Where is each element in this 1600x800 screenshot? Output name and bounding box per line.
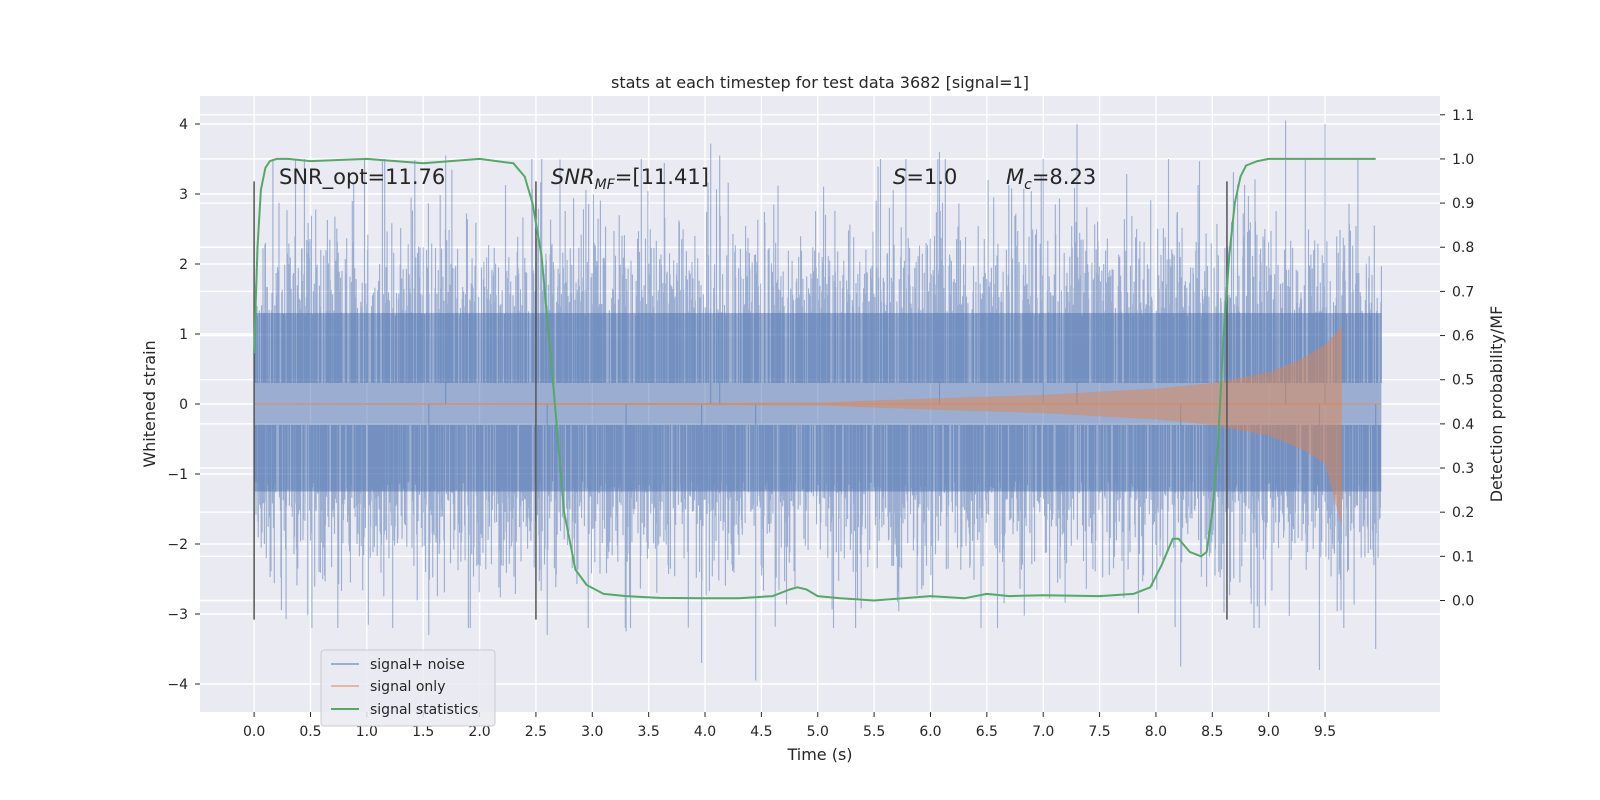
- x-tick-label: 9.5: [1314, 724, 1336, 740]
- y-right-tick-label: 0.2: [1452, 505, 1474, 521]
- y-right-tick-label: 0.8: [1452, 240, 1474, 256]
- y-right-tick-label: 0.9: [1452, 196, 1474, 212]
- x-tick-label: 6.5: [976, 724, 998, 740]
- series-signal-statistics: [253, 157, 1376, 602]
- y-tick-labels: 4 3 2 1 0 −1 −2 −3 −4: [167, 117, 200, 693]
- y-tick-label: −3: [167, 607, 188, 623]
- series-signal-only: [254, 327, 1382, 528]
- annotation-s-value: =1.0: [906, 165, 957, 189]
- y-right-tick-label: 1.0: [1452, 152, 1474, 168]
- x-tick-label: 4.0: [694, 724, 716, 740]
- x-tick-label: 2.0: [468, 724, 490, 740]
- y-tick-label: −1: [167, 467, 188, 483]
- annotation-mc-value: =8.23: [1032, 165, 1096, 189]
- x-tick-label: 5.5: [863, 724, 885, 740]
- annotation-snr-opt: SNR_opt=11.76: [279, 165, 445, 190]
- annotation-s: S=1.0: [893, 165, 957, 189]
- y-tick-label: 2: [179, 257, 188, 273]
- annotation-snr-mf: SNRMF=[11.41]: [551, 165, 709, 193]
- x-tick-label: 3.5: [638, 724, 660, 740]
- y-tick-label: 0: [179, 397, 188, 413]
- legend-label-signal-statistics: signal statistics: [370, 702, 478, 718]
- x-tick-label: 4.5: [750, 724, 772, 740]
- x-tick-label: 1.0: [356, 724, 378, 740]
- x-tick-label: 9.0: [1258, 724, 1280, 740]
- annotation-snr-mf-value: =[11.41]: [615, 165, 709, 189]
- x-tick-label: 5.0: [807, 724, 829, 740]
- statistics-line: [253, 157, 1376, 602]
- x-tick-label: 8.0: [1145, 724, 1167, 740]
- y-tick-label: −2: [167, 537, 188, 553]
- annotation-mc-sub: c: [1024, 177, 1032, 193]
- x-tick-label: 3.0: [581, 724, 603, 740]
- y-tick-label: −4: [167, 677, 188, 693]
- x-tick-label: 7.5: [1088, 724, 1110, 740]
- y-right-tick-label: 0.6: [1452, 329, 1474, 345]
- chart-title: stats at each timestep for test data 368…: [611, 73, 1029, 92]
- annotation-snr-mf-sub: MF: [595, 177, 616, 193]
- y-right-tick-label: 0.4: [1452, 417, 1474, 433]
- legend-label-signal-noise: signal+ noise: [370, 657, 465, 673]
- x-tick-label: 1.5: [412, 724, 434, 740]
- y-right-tick-label: 0.0: [1452, 594, 1474, 610]
- y-right-tick-label: 1.1: [1452, 108, 1474, 124]
- x-tick-label: 0.5: [299, 724, 321, 740]
- y-right-tick-label: 0.7: [1452, 284, 1474, 300]
- legend: signal+ noise signal only signal statist…: [320, 649, 496, 727]
- annotation-s-base: S: [893, 165, 906, 189]
- annotation-mc: Mc=8.23: [1006, 165, 1096, 193]
- annotation-snr-mf-base: SNR: [551, 165, 595, 189]
- legend-label-signal-only: signal only: [370, 679, 445, 695]
- y-tick-label: 4: [179, 117, 188, 133]
- y-right-tick-label: 0.3: [1452, 461, 1474, 477]
- x-tick-label: 7.0: [1032, 724, 1054, 740]
- legend-box: [320, 649, 496, 727]
- x-tick-label: 0.0: [243, 724, 265, 740]
- x-tick-label: 8.5: [1201, 724, 1223, 740]
- x-tick-labels: 0.0 0.5 1.0 1.5 2.0 2.5 3.0 3.5 4.0 4.5 5.0 5.5 6.0 6…: [243, 712, 1336, 740]
- vertical-markers: [253, 181, 1228, 620]
- y-axis-label: Whitened strain: [140, 340, 159, 467]
- x-tick-label: 2.5: [525, 724, 547, 740]
- y-right-tick-label: 0.5: [1452, 373, 1474, 389]
- y-tick-label: 3: [179, 187, 188, 203]
- x-axis-label: Time (s): [786, 745, 852, 764]
- y-right-tick-label: 0.1: [1452, 549, 1474, 565]
- y-tick-label: 1: [179, 327, 188, 343]
- x-tick-label: 6.0: [919, 724, 941, 740]
- y-right-tick-labels: 1.1 1.0 0.9 0.8 0.7 0.6 0.5 0.4 0.3 0.2 0.1 0.0: [1440, 108, 1474, 610]
- y-right-axis-label: Detection probability/MF: [1487, 306, 1506, 503]
- annotation-mc-base: M: [1006, 165, 1024, 189]
